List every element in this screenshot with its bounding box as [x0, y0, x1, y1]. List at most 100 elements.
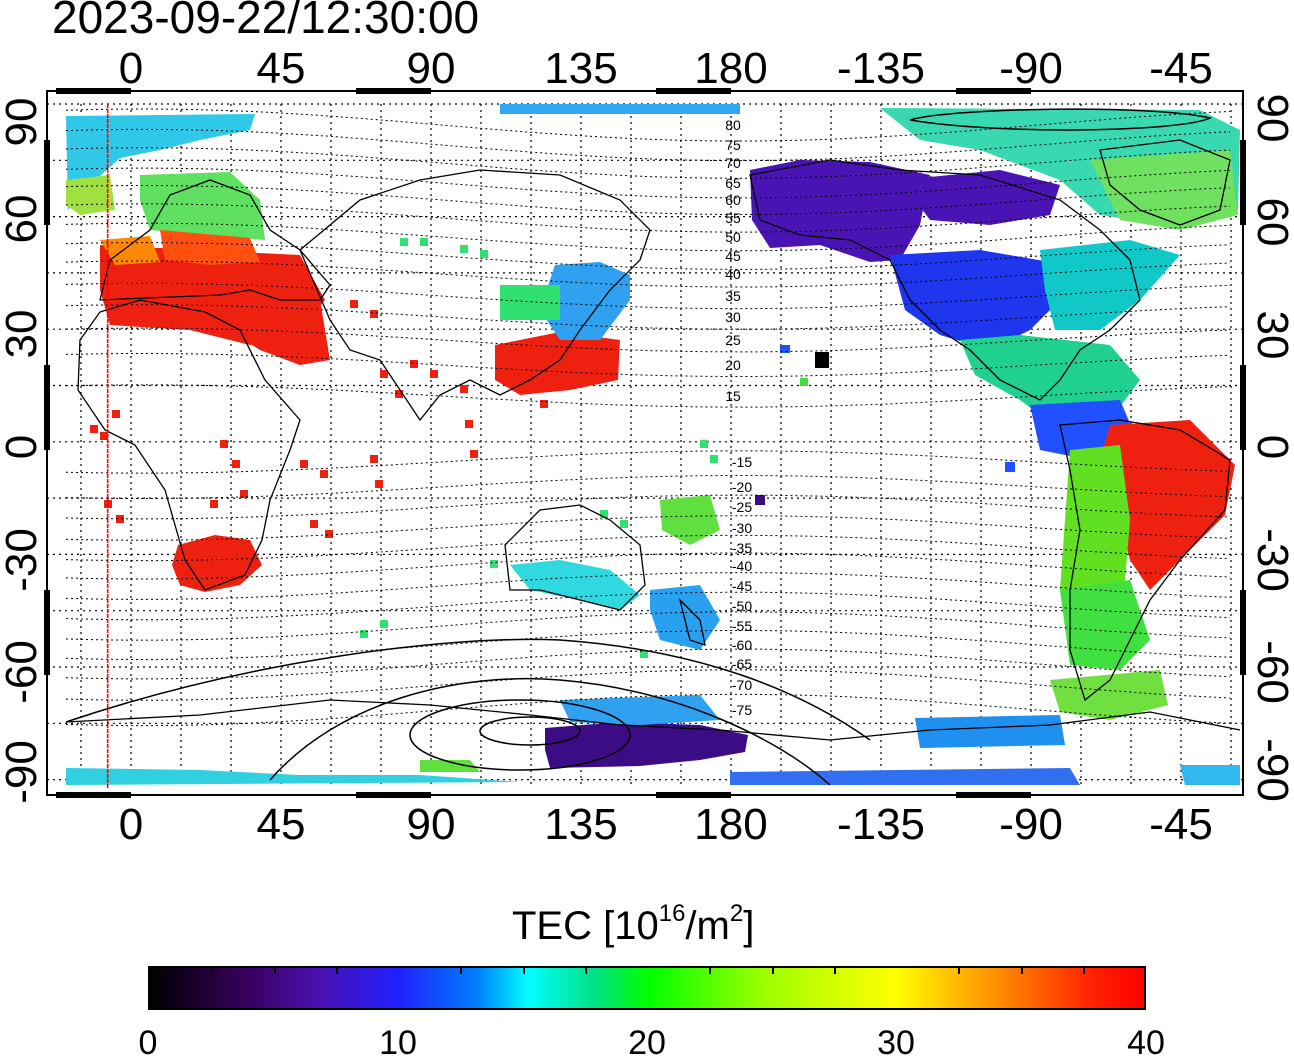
coastline-asia [299, 169, 651, 422]
tec-region-east-asia-red [495, 332, 620, 395]
tec-region-us-east [1040, 240, 1180, 330]
colorbar-title-suffix: ] [743, 904, 755, 948]
pole-oval-middle [409, 699, 631, 771]
magnetic-contour [65, 203, 1231, 233]
coastline-greenland [1099, 139, 1231, 226]
coastline-north-america [749, 159, 1141, 401]
lon-tick-bottom: 135 [544, 800, 618, 849]
contour-label: 15 [725, 388, 741, 404]
magnetic-pole-contours [65, 108, 1213, 786]
magnetic-contour [65, 515, 1231, 541]
tec-region-antarctica-blue [730, 768, 1080, 785]
frame-tick-segment [656, 88, 731, 94]
contour-label: 50 [725, 229, 741, 245]
contour-label: 35 [725, 288, 741, 304]
coastlines [65, 139, 1241, 741]
tec-region-antarctica-se [915, 715, 1065, 748]
magnetic-contour [65, 475, 1231, 499]
magnetic-contour [65, 450, 1231, 474]
magnetic-contour [65, 167, 1231, 199]
frame-tick-segment [44, 590, 50, 675]
magnetic-contour [65, 630, 1231, 660]
colorbar-minor-tick [335, 968, 338, 974]
magnetic-contour [65, 128, 1231, 162]
colorbar-label: 10 [379, 1024, 417, 1062]
magnetic-contour [65, 572, 1231, 600]
pole-oval-inner [479, 716, 581, 746]
coastline-europe [99, 179, 331, 301]
colorbar-minor-tick [273, 968, 276, 974]
tec-region-antarctica-cyan [560, 695, 720, 725]
colorbar-title-exponent2: 2 [729, 900, 744, 927]
magnetic-contour [65, 494, 1231, 520]
magnetic-contour [65, 693, 1231, 727]
contour-label: 45 [725, 248, 741, 264]
contour-label: 65 [725, 175, 741, 191]
contour-label: 20 [725, 357, 741, 373]
contour-label: -30 [732, 520, 752, 536]
contour-label: -40 [732, 558, 752, 574]
tec-scatter-points-green [360, 238, 718, 658]
frame-tick-segment [44, 365, 50, 450]
contour-label: -50 [732, 598, 752, 614]
tec-region-middle-east [225, 290, 330, 365]
contour-label: -25 [732, 499, 752, 515]
lon-tick-top: -135 [836, 44, 926, 93]
contour-label: -65 [732, 656, 752, 672]
magnetic-contour [65, 353, 1231, 377]
contour-label: 70 [725, 155, 741, 171]
colorbar-minor-tick [771, 968, 774, 974]
colorbar-label: 30 [877, 1024, 915, 1062]
coastline-australia [504, 504, 646, 611]
contour-label: 30 [725, 309, 741, 325]
lon-tick-top: 90 [406, 44, 456, 93]
colorbar-label: 40 [1127, 1024, 1165, 1062]
magnetic-contour [65, 260, 1231, 288]
tec-scatter-points-dark [755, 345, 1015, 505]
lon-tick-bottom: -90 [999, 800, 1063, 849]
magnetic-contour [65, 327, 1231, 353]
magnetic-contour [65, 185, 1231, 215]
colorbar-title-prefix: TEC [10 [512, 904, 659, 948]
magnetic-contour [65, 648, 1231, 680]
contour-label: 60 [725, 192, 741, 208]
north-pole-oval [909, 108, 1213, 131]
magnetic-contour [65, 147, 1231, 179]
lon-tick-top: -45 [1149, 44, 1213, 93]
frame-tick-segment [56, 792, 131, 798]
frame-tick-segment [1240, 365, 1246, 450]
colorbar-title-exponent: 16 [658, 900, 686, 927]
colorbar [148, 966, 1146, 1010]
tec-scatter-points [90, 300, 548, 538]
tec-region-us-blue [890, 250, 1060, 350]
lon-tick-top: 0 [118, 44, 144, 93]
contour-label: 75 [725, 137, 741, 153]
magnetic-contour [65, 242, 1231, 270]
tec-region-canada-purple [900, 170, 1060, 225]
tec-region-antarctica-bottom-left [66, 768, 520, 785]
tec-region-arctic-europe [66, 114, 255, 210]
frame-tick-segment [356, 792, 431, 798]
contour-label: -35 [732, 540, 752, 556]
tec-region-brazil-red [1100, 420, 1235, 590]
tec-region-top-strip [500, 104, 740, 114]
magnetic-contour [65, 552, 1231, 580]
magnetic-contour [65, 669, 1231, 701]
colorbar-minor-tick [833, 968, 836, 974]
lon-tick-top: 45 [256, 44, 306, 93]
tec-region-pacific-green [660, 495, 720, 545]
magnetic-contour [65, 222, 1231, 252]
magnetic-contour [65, 591, 1231, 621]
frame-tick-segment [44, 140, 50, 225]
tec-region-south-africa [172, 535, 262, 592]
contour-label: -70 [732, 677, 752, 693]
timestamp-title: 2023-09-22/12:30:00 [52, 0, 480, 43]
contour-label: 80 [725, 117, 741, 133]
coastline-africa [77, 299, 301, 591]
tec-region-antarctica-purple [545, 722, 748, 768]
lon-tick-bottom: -45 [1149, 800, 1213, 849]
frame-tick-segment [1240, 590, 1246, 675]
contour-label: 25 [725, 332, 741, 348]
magnetic-contour [65, 282, 1231, 310]
lon-tick-bottom: 0 [118, 800, 144, 849]
